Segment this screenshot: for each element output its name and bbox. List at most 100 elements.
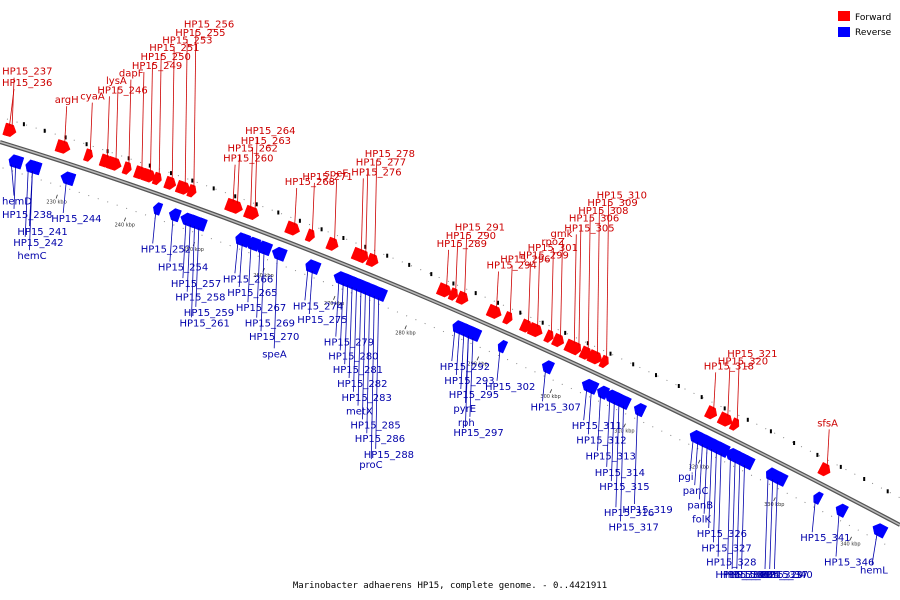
gene-label[interactable]: HP15_340 — [762, 570, 812, 581]
gene-label[interactable]: HP15_321 — [727, 349, 777, 360]
gene-label[interactable]: HP15_249 — [132, 61, 182, 72]
gene-label[interactable]: HP15_283 — [342, 393, 392, 404]
gene-label[interactable]: folK — [692, 515, 711, 526]
gene-label[interactable]: HP15_274 — [293, 301, 343, 312]
gene-label[interactable]: HP15_288 — [364, 450, 414, 461]
gene-arrow[interactable] — [541, 360, 556, 375]
gene-label[interactable]: HP15_286 — [355, 434, 405, 445]
gene-label[interactable]: rph — [458, 418, 475, 429]
gene-label[interactable]: HP15_238 — [2, 210, 52, 221]
gene-label[interactable]: HP15_271 — [302, 172, 352, 183]
gene-label[interactable]: hemC — [17, 251, 46, 262]
gene-label[interactable]: HP15_329 — [753, 570, 803, 581]
gene-arrow[interactable] — [325, 236, 339, 251]
gene-label[interactable]: HP15_244 — [51, 214, 101, 225]
gene-label[interactable]: HP15_246 — [97, 85, 147, 96]
gene-arrow[interactable] — [189, 215, 205, 231]
gene-arrow[interactable] — [589, 381, 600, 395]
gene-label[interactable]: pyrE — [453, 404, 476, 415]
gene-label[interactable]: HP15_290 — [446, 231, 496, 242]
gene-arrow[interactable] — [284, 220, 301, 236]
gene-arrow[interactable] — [463, 325, 480, 341]
gene-label[interactable]: HP15_297 — [453, 428, 503, 439]
gene-label[interactable]: HP15_317 — [609, 522, 659, 533]
gene-label[interactable]: HP15_282 — [337, 379, 387, 390]
gene-label[interactable]: HP15_256 — [184, 19, 234, 30]
gene-label[interactable]: HP15_278 — [365, 149, 415, 160]
gene-arrow[interactable] — [163, 175, 177, 190]
gene-label[interactable]: HP15_267 — [236, 303, 286, 314]
gene-label[interactable]: HP15_285 — [350, 420, 400, 431]
gene-arrow[interactable] — [260, 242, 274, 257]
gene-label[interactable]: HP15_280 — [328, 351, 378, 362]
gene-arrow[interactable] — [357, 249, 369, 264]
gene-arrow[interactable] — [105, 155, 122, 171]
gene-arrow[interactable] — [304, 228, 315, 242]
gene-arrow[interactable] — [82, 148, 94, 162]
gene-arrow[interactable] — [186, 183, 197, 198]
gene-label[interactable]: HP15_250 — [141, 52, 191, 63]
gene-label[interactable]: HP15_237 — [2, 67, 52, 78]
gene-label[interactable]: HP15_294 — [487, 261, 537, 272]
gene-arrow[interactable] — [728, 417, 740, 431]
gene-arrow[interactable] — [598, 354, 609, 369]
gene-arrow[interactable] — [308, 260, 322, 276]
gene-label[interactable]: HP15_299 — [519, 251, 569, 262]
gene-label[interactable]: HP15_261 — [180, 318, 230, 329]
gene-label[interactable]: argH — [55, 95, 79, 106]
gene-arrow[interactable] — [245, 236, 262, 252]
gene-label[interactable]: HP15_326 — [697, 529, 747, 540]
gene-arrow[interactable] — [151, 171, 162, 186]
gene-arrow[interactable] — [502, 310, 513, 325]
gene-label[interactable]: HP15_319 — [622, 505, 672, 516]
gene-label[interactable]: HP15_266 — [223, 274, 273, 285]
gene-label[interactable]: panB — [687, 500, 713, 511]
gene-arrow[interactable] — [3, 122, 17, 137]
gene-label[interactable]: HP15_305 — [564, 223, 614, 234]
gene-label[interactable]: HP15_314 — [595, 468, 645, 479]
gene-arrow[interactable] — [633, 403, 648, 418]
gene-arrow[interactable] — [60, 171, 77, 187]
gene-label[interactable]: HP15_327 — [701, 543, 751, 554]
gene-label[interactable]: HP15_306 — [569, 214, 619, 225]
gene-label[interactable]: proC — [359, 460, 382, 471]
gene-arrow[interactable] — [168, 208, 182, 223]
gene-arrow[interactable] — [739, 455, 756, 471]
gene-label[interactable]: HP15_242 — [13, 238, 63, 249]
gene-arrow[interactable] — [716, 411, 733, 427]
gene-label[interactable]: HP15_263 — [241, 136, 291, 147]
gene-arrow[interactable] — [621, 396, 632, 411]
gene-arrow[interactable] — [497, 339, 509, 354]
gene-arrow[interactable] — [586, 349, 603, 365]
gene-label[interactable]: dapF — [119, 69, 144, 80]
gene-label[interactable]: cyaA — [80, 92, 105, 103]
gene-label[interactable]: gmk — [551, 229, 573, 240]
gene-label[interactable]: HP15_293 — [444, 376, 494, 387]
gene-arrow[interactable] — [485, 303, 502, 319]
gene-arrow[interactable] — [121, 161, 132, 175]
gene-label[interactable]: HP15_265 — [227, 288, 277, 299]
gene-label[interactable]: hemL — [860, 566, 888, 577]
gene-label[interactable]: speA — [262, 349, 287, 360]
gene-label[interactable]: HP15_277 — [356, 157, 406, 168]
gene-arrow[interactable] — [153, 202, 164, 216]
gene-label[interactable]: panC — [683, 486, 709, 497]
gene-label[interactable]: rpoZ — [541, 237, 565, 248]
gene-label[interactable]: HP15_331 — [720, 570, 770, 581]
gene-arrow[interactable] — [54, 139, 71, 154]
gene-arrow[interactable] — [526, 321, 543, 338]
gene-arrow[interactable] — [369, 285, 385, 301]
gene-label[interactable]: HP15_257 — [171, 279, 221, 290]
gene-label[interactable]: HP15_275 — [297, 315, 347, 326]
gene-label[interactable]: HP15_236 — [2, 78, 52, 89]
gene-label[interactable]: sfsA — [817, 418, 838, 429]
gene-label[interactable]: HP15_307 — [531, 402, 581, 413]
gene-label[interactable]: HP15_313 — [586, 452, 636, 463]
gene-arrow[interactable] — [703, 405, 718, 420]
gene-label[interactable]: HP15_260 — [223, 154, 273, 165]
gene-arrow[interactable] — [140, 167, 157, 183]
gene-arrow[interactable] — [772, 471, 789, 487]
gene-label[interactable]: HP15_341 — [800, 533, 850, 544]
gene-label[interactable]: HP15_337 — [758, 570, 808, 581]
gene-label[interactable]: HP15_316 — [604, 508, 654, 519]
